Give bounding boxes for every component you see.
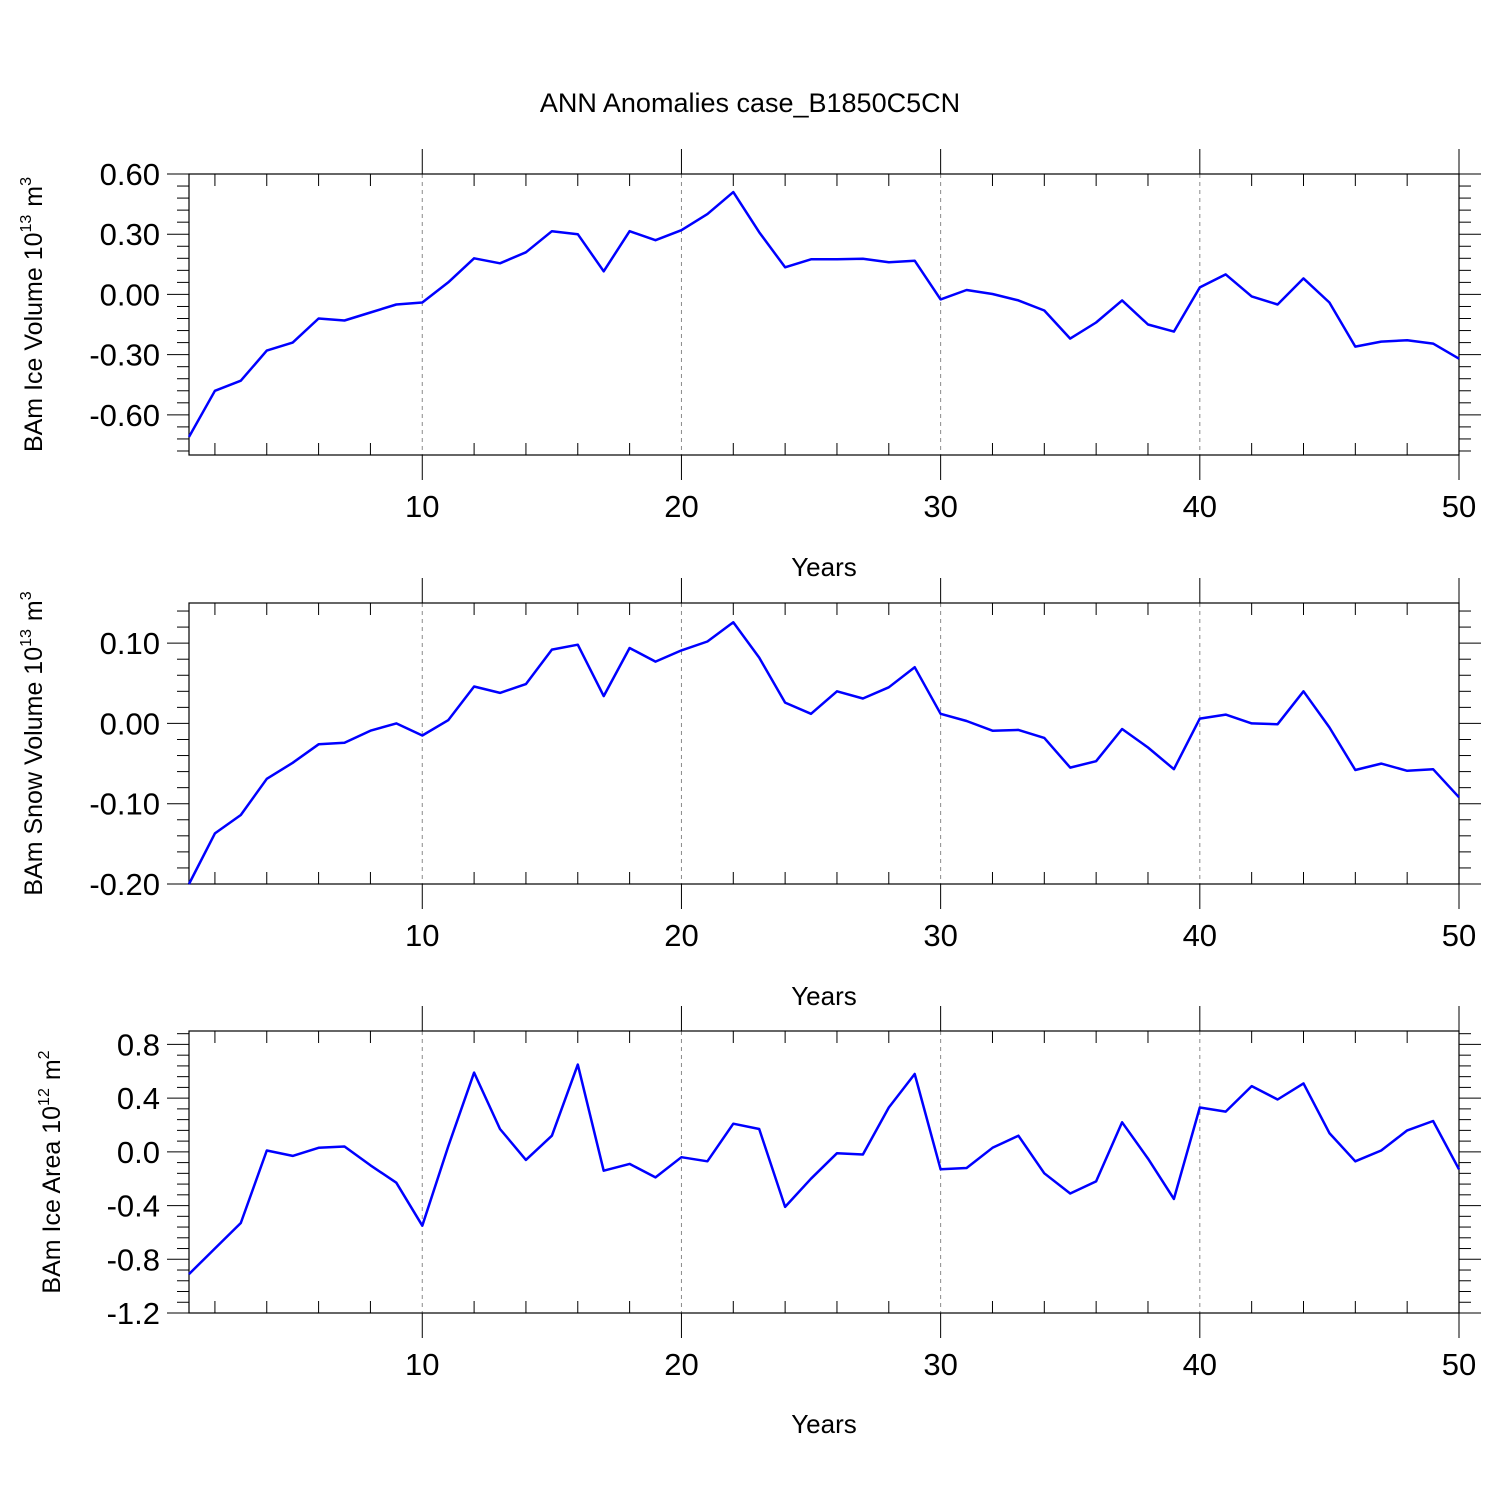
series-line-snow-volume [187, 621, 1460, 885]
y-tick-label: 0.30 [100, 217, 160, 252]
y-tick-label: 0.00 [100, 277, 160, 312]
y-axis-unit-power: 2 [36, 1050, 53, 1059]
x-axis-title-snow-volume: Years [791, 981, 857, 1011]
y-tick-label: 0.4 [117, 1081, 160, 1116]
y-tick-label: 0.60 [100, 157, 160, 192]
x-tick-label: 10 [405, 918, 439, 953]
x-tick-label: 20 [664, 918, 698, 953]
y-axis-unit-meter: m [20, 186, 48, 207]
panel-snow-volume: 0.10 0.00 -0.10 -0.20 10 20 30 40 50 Years BAm S… [18, 578, 1481, 1011]
y-tick-label: -0.10 [89, 787, 160, 822]
x-axis-title-ice-area: Years [791, 1409, 857, 1439]
y-tick-label: 0.8 [117, 1027, 160, 1062]
x-tick-label: 20 [664, 489, 698, 524]
panel-ice-volume: 0.60 0.30 0.00 -0.30 -0.60 10 20 30 40 50 Years B… [18, 149, 1481, 582]
y-axis-quantity: BAm Ice Volume [20, 267, 48, 452]
y-axis-title-ice-volume: BAm Ice Volume 1013 m3 [18, 177, 48, 452]
x-tick-label: 50 [1442, 918, 1476, 953]
y-axis-unit-base: 10 [38, 1106, 66, 1134]
figure-title: ANN Anomalies case_B1850C5CN [540, 88, 960, 118]
x-tick-label: 20 [664, 1347, 698, 1382]
y-tick-label: -0.8 [107, 1242, 160, 1277]
y-axis-title-snow-volume: BAm Snow Volume 1013 m3 [18, 591, 48, 895]
y-axis-title-ice-area: BAm Ice Area 1012 m2 [36, 1050, 66, 1293]
y-tick-label: -0.4 [107, 1189, 160, 1224]
plot-frame-ice-area [188, 1030, 1460, 1314]
x-tick-label: 40 [1183, 1347, 1217, 1382]
x-tick-label: 30 [923, 489, 957, 524]
y-axis-quantity: BAm Snow Volume [20, 682, 48, 896]
plot-frame-ice-volume [188, 173, 1460, 456]
y-tick-label: -0.30 [89, 338, 160, 373]
y-tick-label: -0.60 [89, 398, 160, 433]
y-axis-unit-power: 3 [18, 591, 35, 600]
x-axis-title-ice-volume: Years [791, 552, 857, 582]
x-tick-label: 10 [405, 489, 439, 524]
y-axis-unit-meter: m [38, 1059, 66, 1080]
x-tick-label: 40 [1183, 918, 1217, 953]
panel-ice-area: 0.8 0.4 0.0 -0.4 -0.8 -1.2 10 20 30 40 50 Years BA… [36, 1006, 1481, 1439]
x-tick-label: 40 [1183, 489, 1217, 524]
x-tick-label: 50 [1442, 489, 1476, 524]
y-axis-unit-exponent: 13 [18, 215, 35, 233]
x-tick-label: 30 [923, 1347, 957, 1382]
x-tick-label: 50 [1442, 1347, 1476, 1382]
y-tick-label: -1.2 [107, 1296, 160, 1331]
y-axis-unit-exponent: 12 [36, 1088, 53, 1106]
plot-frame-snow-volume [188, 602, 1460, 885]
y-tick-label: 0.10 [100, 626, 160, 661]
series-line-ice-volume [187, 190, 1460, 438]
y-axis-unit-base: 10 [20, 232, 48, 260]
y-axis-unit-base: 10 [20, 647, 48, 675]
x-tick-label: 10 [405, 1347, 439, 1382]
y-tick-label: 0.00 [100, 706, 160, 741]
y-axis-unit-meter: m [20, 600, 48, 621]
x-tick-label: 30 [923, 918, 957, 953]
y-axis-quantity: BAm Ice Area [38, 1141, 66, 1294]
y-tick-label: -0.20 [89, 867, 160, 902]
y-tick-label: 0.0 [117, 1135, 160, 1170]
y-axis-unit-power: 3 [18, 177, 35, 186]
series-line-ice-area [188, 1063, 1461, 1275]
y-axis-unit-exponent: 13 [18, 629, 35, 647]
